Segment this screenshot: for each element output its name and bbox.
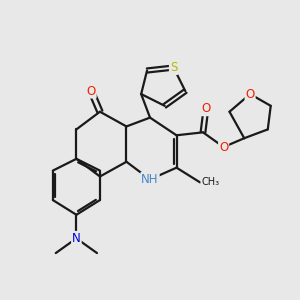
Text: O: O	[219, 141, 228, 154]
Text: O: O	[201, 102, 211, 115]
Text: NH: NH	[141, 173, 159, 186]
Text: CH₃: CH₃	[201, 177, 219, 188]
Text: O: O	[86, 85, 96, 98]
Text: S: S	[170, 61, 177, 74]
Text: O: O	[245, 88, 255, 100]
Text: N: N	[72, 232, 81, 245]
